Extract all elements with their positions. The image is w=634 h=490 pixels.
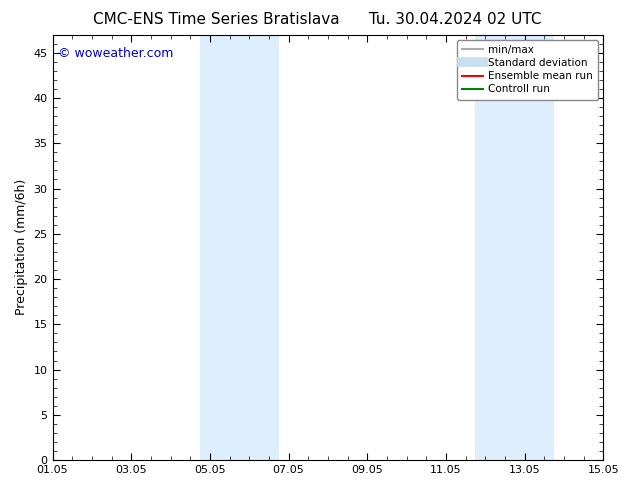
Y-axis label: Precipitation (mm/6h): Precipitation (mm/6h) (15, 179, 28, 316)
Bar (476, 35, 554, 460)
Text: © woweather.com: © woweather.com (58, 48, 174, 60)
Legend: min/max, Standard deviation, Ensemble mean run, Controll run: min/max, Standard deviation, Ensemble me… (456, 40, 598, 99)
Text: CMC-ENS Time Series Bratislava      Tu. 30.04.2024 02 UTC: CMC-ENS Time Series Bratislava Tu. 30.04… (93, 12, 541, 27)
Bar (200, 35, 279, 460)
